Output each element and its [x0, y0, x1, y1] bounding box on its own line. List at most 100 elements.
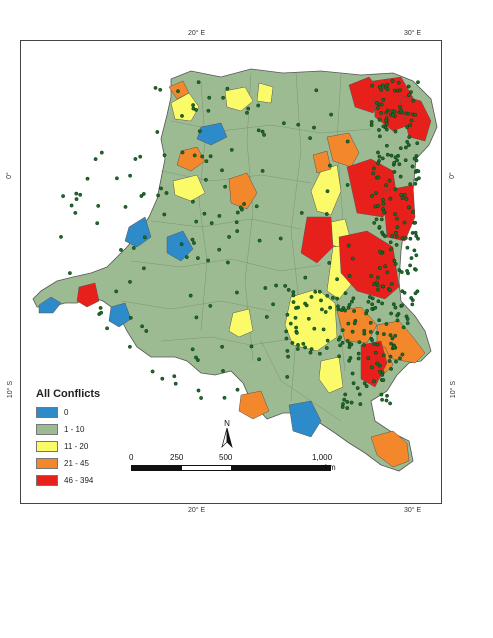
conflict-point	[346, 305, 351, 310]
conflict-point	[393, 155, 398, 160]
conflict-point	[249, 344, 254, 349]
legend-item: 1 - 10	[36, 421, 100, 438]
conflict-point	[369, 123, 374, 128]
conflict-point	[352, 309, 356, 313]
conflict-point	[413, 112, 418, 117]
conflict-point	[369, 120, 374, 124]
conflict-point	[190, 199, 195, 204]
conflict-point	[351, 296, 356, 301]
conflict-point	[274, 283, 279, 288]
region-class-0	[288, 400, 322, 438]
conflict-point	[416, 169, 421, 174]
legend-label: 11 - 20	[64, 442, 89, 451]
region-class-0	[124, 216, 152, 248]
conflict-point	[393, 305, 398, 310]
conflict-point	[291, 290, 296, 295]
conflict-point	[184, 255, 189, 260]
conflict-point	[96, 203, 101, 208]
conflict-point	[246, 106, 251, 111]
region-class-0	[38, 296, 62, 314]
conflict-point	[335, 277, 339, 282]
conflict-point	[133, 157, 138, 161]
conflict-point	[381, 284, 386, 289]
conflict-point	[128, 279, 132, 284]
conflict-point	[370, 338, 374, 343]
conflict-point	[313, 289, 318, 294]
conflict-point	[358, 402, 363, 406]
conflict-point	[375, 331, 380, 335]
conflict-points	[59, 79, 421, 410]
conflict-point	[238, 205, 243, 210]
conflict-point	[377, 117, 382, 122]
conflict-point	[355, 386, 360, 390]
conflict-point	[256, 103, 261, 108]
conflict-point	[377, 134, 382, 139]
legend-item: 46 - 394	[36, 472, 100, 489]
conflict-point	[376, 161, 380, 166]
conflict-point	[303, 275, 308, 280]
conflict-point	[364, 384, 369, 389]
region-class-4	[300, 216, 334, 264]
conflict-point	[191, 103, 196, 107]
conflict-point	[73, 210, 78, 215]
conflict-point	[395, 158, 399, 163]
conflict-point	[206, 258, 211, 263]
conflict-point	[342, 397, 347, 402]
conflict-point	[390, 79, 395, 83]
conflict-point	[217, 247, 222, 252]
conflict-point	[336, 304, 340, 309]
conflict-point	[131, 246, 136, 250]
conflict-point	[387, 178, 392, 183]
conflict-point	[395, 216, 399, 221]
conflict-point	[380, 83, 385, 88]
region-class-2	[310, 164, 342, 216]
legend-item: 21 - 45	[36, 455, 100, 472]
conflict-point	[377, 265, 382, 270]
legend-label: 1 - 10	[64, 425, 85, 434]
conflict-point	[325, 338, 330, 343]
north-arrow-icon: N	[221, 419, 233, 449]
conflict-point	[295, 347, 300, 351]
conflict-point	[379, 87, 384, 92]
conflict-point	[172, 374, 177, 379]
conflict-point	[142, 266, 146, 271]
conflict-point	[99, 150, 104, 155]
conflict-point	[294, 330, 299, 335]
conflict-point	[385, 270, 390, 275]
conflict-point	[392, 160, 397, 165]
conflict-point	[327, 163, 332, 168]
conflict-point	[223, 184, 228, 189]
region-class-0	[166, 230, 194, 262]
admin-boundaries	[120, 72, 372, 422]
conflict-point	[385, 393, 389, 398]
conflict-point	[85, 176, 90, 181]
conflict-point	[405, 140, 410, 144]
conflict-point	[384, 322, 389, 326]
conflict-point	[340, 405, 345, 409]
conflict-point	[408, 182, 413, 187]
conflict-point	[93, 157, 98, 162]
conflict-point	[390, 336, 395, 341]
conflict-point	[281, 121, 286, 126]
conflict-point	[309, 347, 314, 351]
conflict-point	[312, 125, 316, 130]
conflict-point	[399, 192, 404, 197]
conflict-point	[319, 307, 324, 312]
region-class-3	[238, 390, 270, 420]
conflict-point	[408, 263, 412, 268]
conflict-point	[242, 202, 247, 206]
conflict-point	[188, 293, 193, 298]
left-tick-0: 0°	[5, 172, 13, 179]
conflict-point	[406, 84, 411, 89]
conflict-point	[411, 98, 416, 103]
conflict-point	[396, 80, 401, 85]
conflict-point	[414, 253, 419, 258]
conflict-point	[202, 211, 207, 216]
conflict-point	[379, 111, 384, 115]
conflict-point	[123, 204, 128, 209]
conflict-point	[409, 118, 414, 123]
conflict-point	[370, 83, 374, 88]
conflict-point	[288, 321, 293, 326]
scale-label-250: 250	[170, 453, 184, 462]
conflict-point	[357, 392, 362, 397]
